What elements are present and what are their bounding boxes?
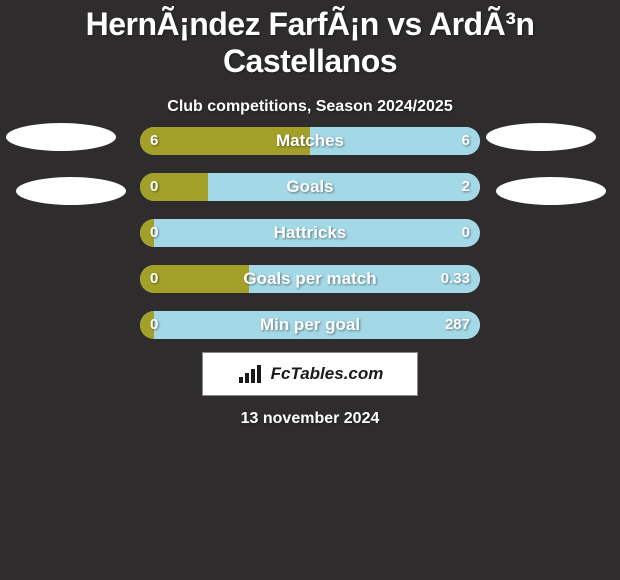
bar-right xyxy=(310,127,480,155)
bar-track xyxy=(140,265,480,293)
bar-left xyxy=(140,173,208,201)
stat-row: Goals per match00.33 xyxy=(0,256,620,302)
bar-right xyxy=(208,173,480,201)
bar-left xyxy=(140,311,154,339)
subtitle: Club competitions, Season 2024/2025 xyxy=(0,98,620,116)
fctables-logo: FcTables.com xyxy=(202,352,418,396)
stat-rows: Matches66Goals02Hattricks00Goals per mat… xyxy=(0,118,620,348)
bar-left xyxy=(140,219,154,247)
bar-track xyxy=(140,127,480,155)
bar-left xyxy=(140,265,249,293)
stat-row: Hattricks00 xyxy=(0,210,620,256)
bar-chart-icon xyxy=(237,363,265,385)
stat-row: Goals02 xyxy=(0,164,620,210)
bar-track xyxy=(140,219,480,247)
comparison-infographic: HernÃ¡ndez FarfÃ¡n vs ArdÃ³n Castellanos… xyxy=(0,0,620,580)
bar-left xyxy=(140,127,310,155)
bar-right xyxy=(154,311,480,339)
bar-track xyxy=(140,311,480,339)
footer-date: 13 november 2024 xyxy=(0,410,620,428)
stat-row: Min per goal0287 xyxy=(0,302,620,348)
logo-text: FcTables.com xyxy=(271,364,384,384)
stat-row: Matches66 xyxy=(0,118,620,164)
page-title: HernÃ¡ndez FarfÃ¡n vs ArdÃ³n Castellanos xyxy=(0,0,620,80)
bar-right xyxy=(249,265,480,293)
bar-track xyxy=(140,173,480,201)
